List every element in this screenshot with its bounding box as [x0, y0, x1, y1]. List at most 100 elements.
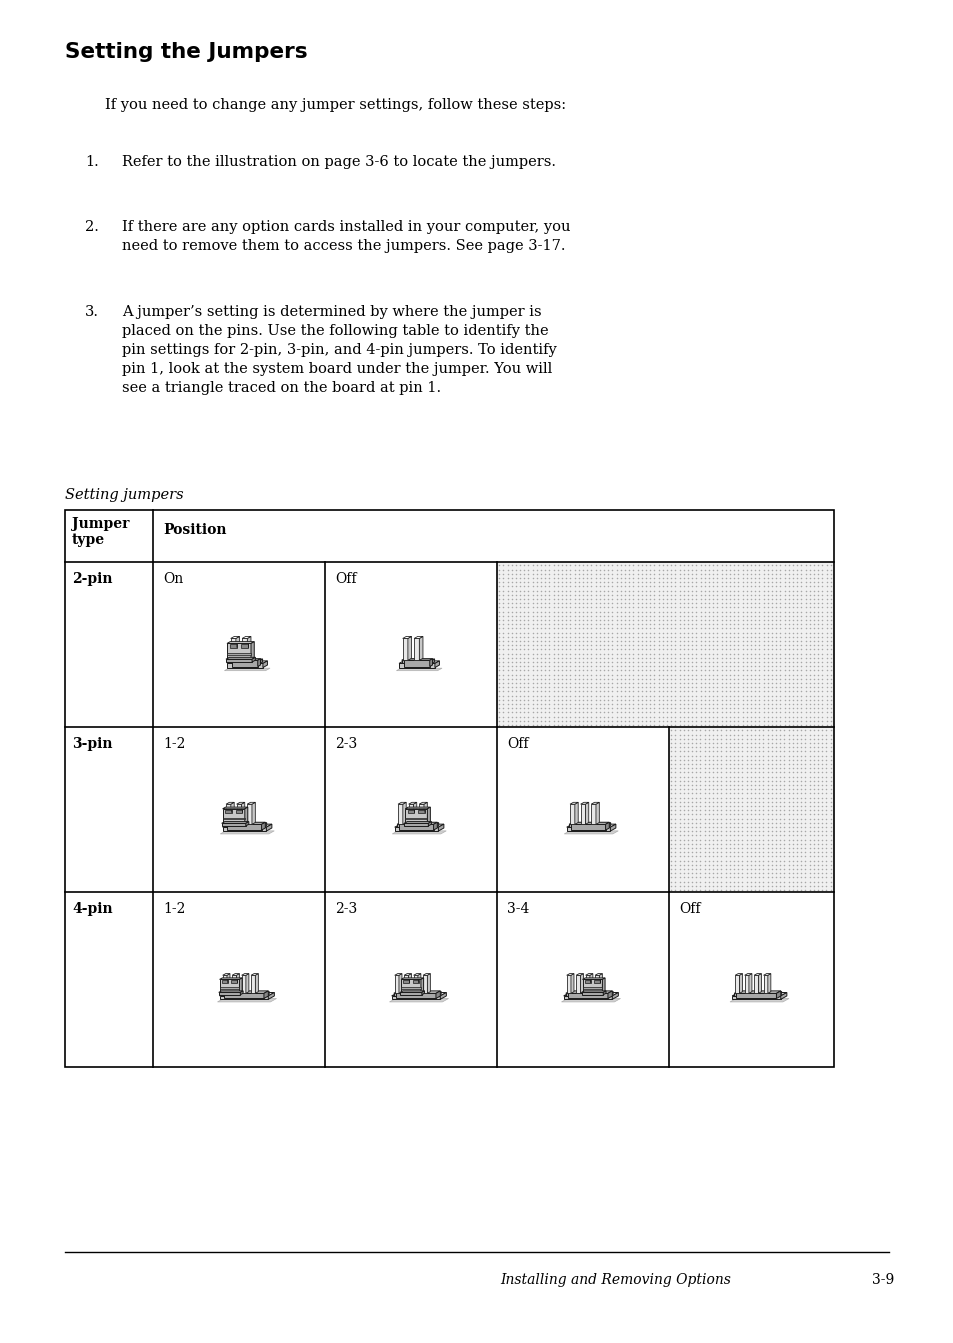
Polygon shape — [218, 991, 243, 992]
Polygon shape — [235, 637, 239, 661]
Polygon shape — [402, 637, 411, 638]
Polygon shape — [252, 657, 255, 662]
Polygon shape — [398, 822, 436, 825]
Polygon shape — [571, 822, 609, 825]
Polygon shape — [241, 802, 245, 825]
Polygon shape — [221, 994, 266, 997]
Polygon shape — [432, 659, 435, 663]
Polygon shape — [404, 822, 431, 823]
Polygon shape — [585, 975, 589, 994]
Polygon shape — [400, 979, 420, 992]
Polygon shape — [585, 974, 592, 975]
Polygon shape — [575, 802, 578, 825]
Polygon shape — [227, 663, 263, 667]
Text: 3.: 3. — [85, 305, 99, 320]
Polygon shape — [230, 661, 260, 663]
Polygon shape — [245, 807, 248, 823]
Polygon shape — [252, 802, 255, 825]
Polygon shape — [584, 980, 590, 983]
Polygon shape — [561, 998, 619, 1002]
Polygon shape — [266, 991, 269, 997]
Bar — [582, 987, 601, 988]
Polygon shape — [744, 974, 751, 975]
Polygon shape — [221, 822, 249, 823]
Polygon shape — [433, 822, 436, 830]
Polygon shape — [776, 991, 780, 998]
Polygon shape — [241, 645, 248, 647]
Polygon shape — [563, 997, 612, 999]
Polygon shape — [397, 804, 402, 825]
Polygon shape — [232, 974, 239, 975]
Polygon shape — [395, 975, 398, 994]
Polygon shape — [569, 823, 610, 825]
Polygon shape — [735, 975, 739, 994]
Text: 2-pin: 2-pin — [71, 572, 112, 586]
Bar — [222, 818, 245, 819]
Text: Off: Off — [506, 737, 528, 751]
Polygon shape — [566, 974, 574, 975]
Polygon shape — [398, 825, 433, 830]
Polygon shape — [395, 825, 443, 827]
Text: 1.: 1. — [85, 154, 99, 169]
Polygon shape — [565, 994, 610, 997]
Text: Installing and Removing Options: Installing and Removing Options — [499, 1273, 730, 1287]
Polygon shape — [400, 978, 423, 979]
Polygon shape — [392, 831, 446, 834]
Polygon shape — [405, 807, 430, 808]
Polygon shape — [753, 975, 758, 994]
Polygon shape — [734, 994, 778, 997]
Text: 2.: 2. — [85, 220, 99, 234]
Polygon shape — [735, 974, 741, 975]
Bar — [497, 561, 833, 727]
Bar — [227, 653, 251, 655]
Polygon shape — [264, 823, 267, 827]
Text: If there are any option cards installed in your computer, you
need to remove the: If there are any option cards installed … — [122, 220, 570, 252]
Polygon shape — [396, 823, 438, 825]
Polygon shape — [403, 658, 432, 661]
Polygon shape — [222, 807, 248, 808]
Polygon shape — [261, 822, 265, 830]
Polygon shape — [569, 825, 607, 827]
Polygon shape — [427, 807, 430, 823]
Polygon shape — [581, 992, 602, 995]
Text: Off: Off — [335, 572, 356, 586]
Polygon shape — [589, 974, 592, 994]
Polygon shape — [729, 998, 788, 1002]
Polygon shape — [418, 804, 423, 825]
Polygon shape — [232, 661, 257, 666]
Polygon shape — [226, 659, 252, 662]
Text: 3-pin: 3-pin — [71, 737, 112, 751]
Polygon shape — [744, 975, 748, 994]
Polygon shape — [598, 974, 601, 994]
Polygon shape — [232, 975, 236, 994]
Polygon shape — [405, 808, 427, 823]
Polygon shape — [414, 975, 417, 994]
Polygon shape — [437, 825, 443, 831]
Bar — [400, 987, 420, 988]
Polygon shape — [734, 991, 781, 994]
Polygon shape — [580, 802, 588, 804]
Polygon shape — [736, 991, 780, 994]
Polygon shape — [420, 978, 423, 992]
Polygon shape — [235, 810, 242, 813]
Text: 3-9: 3-9 — [871, 1273, 893, 1287]
Polygon shape — [591, 802, 598, 804]
Text: Refer to the illustration on page 3-6 to locate the jumpers.: Refer to the illustration on page 3-6 to… — [122, 154, 556, 169]
Polygon shape — [222, 827, 266, 831]
Polygon shape — [758, 974, 760, 994]
Polygon shape — [227, 822, 265, 825]
Polygon shape — [404, 823, 428, 826]
Polygon shape — [581, 991, 605, 992]
Polygon shape — [260, 659, 262, 663]
Polygon shape — [401, 661, 432, 663]
Polygon shape — [567, 991, 612, 994]
Polygon shape — [570, 974, 574, 994]
Polygon shape — [567, 994, 607, 998]
Polygon shape — [246, 974, 249, 994]
Polygon shape — [227, 661, 267, 663]
Polygon shape — [408, 802, 416, 804]
Polygon shape — [396, 669, 441, 670]
Polygon shape — [222, 974, 230, 975]
Polygon shape — [222, 975, 227, 994]
Polygon shape — [225, 825, 264, 827]
